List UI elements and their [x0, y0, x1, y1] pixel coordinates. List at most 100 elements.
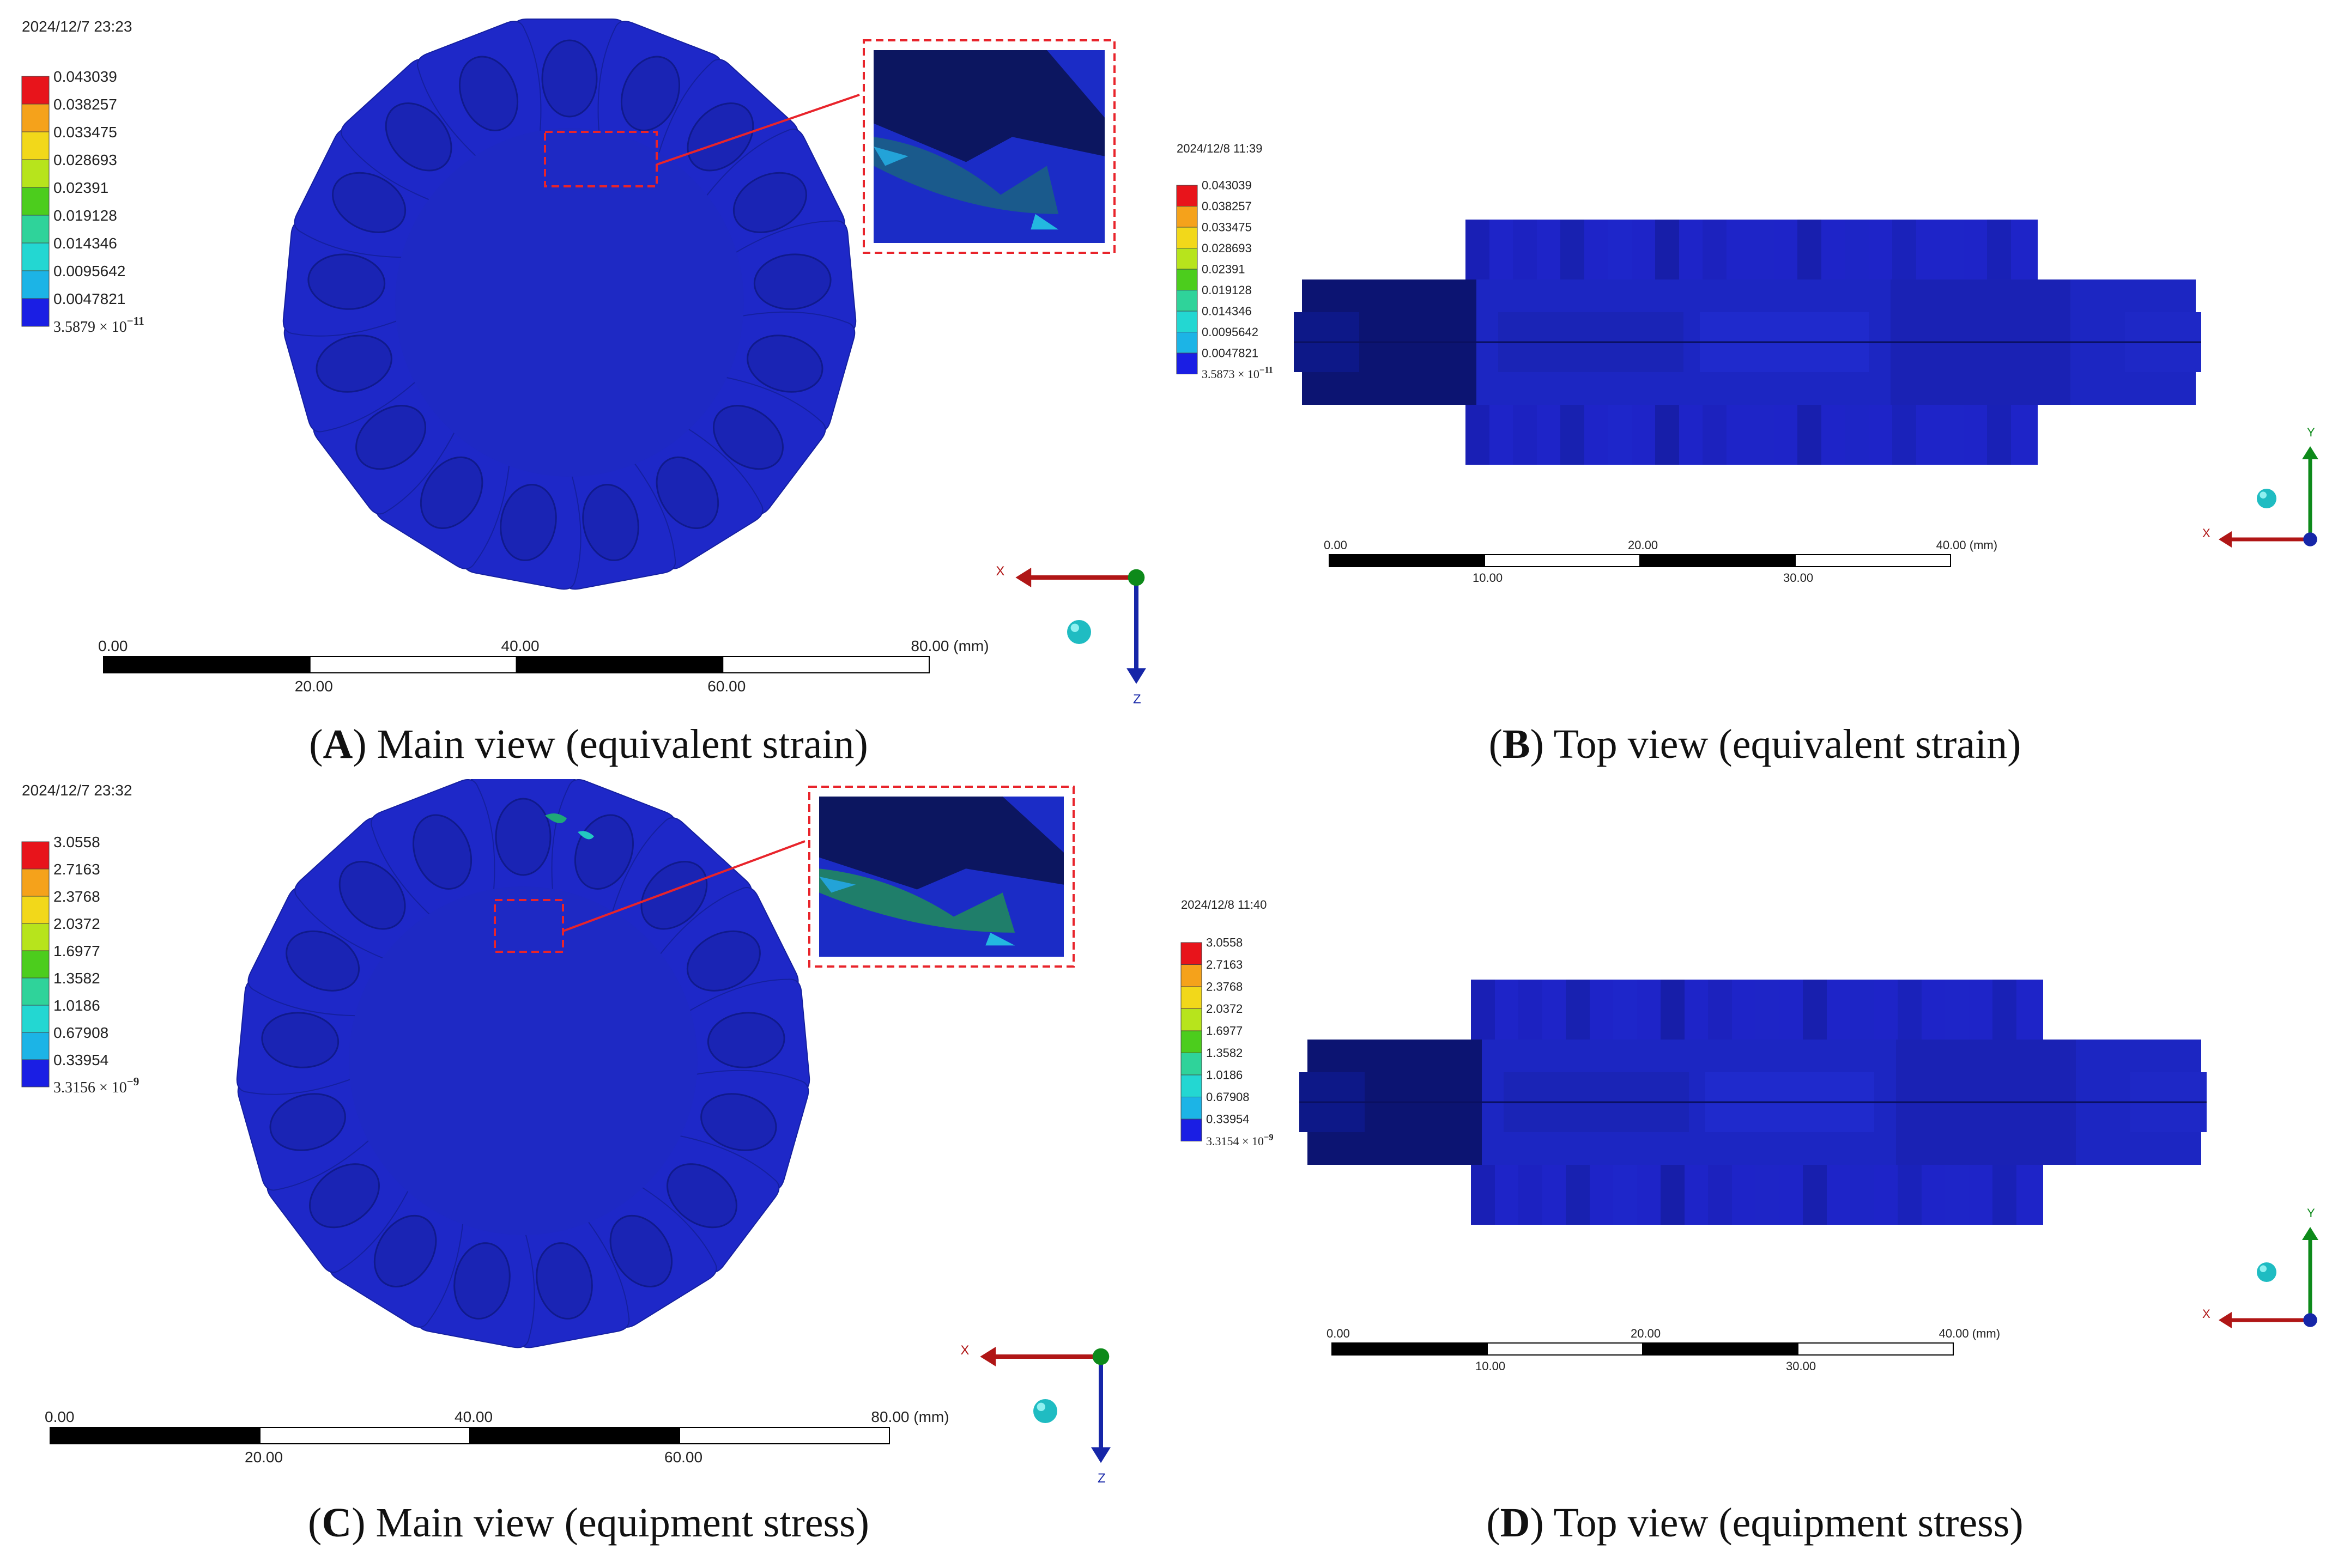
legend-min-exponent: −11 — [127, 314, 144, 327]
legend-swatch — [21, 131, 50, 160]
legend-swatch — [1176, 206, 1198, 228]
legend-label: 0.014346 — [1202, 305, 1252, 318]
segment-dimple — [458, 56, 519, 131]
panel-a: 2024/12/7 23:23 0.043039 0.038257 0.033475 0… — [0, 0, 1166, 725]
scale-segment — [1329, 554, 1485, 567]
scale-label-bottom: 30.00 — [1783, 571, 1813, 585]
scale-label-bottom: 20.00 — [245, 1449, 283, 1466]
panel-b-figure: 2024/12/8 11:39 0.043039 0.038257 0.033475 0… — [1176, 142, 2318, 585]
z-axis-label: Z — [1133, 692, 1141, 707]
x-axis-label: X — [960, 1343, 969, 1358]
legend-swatch — [1180, 942, 1202, 965]
legend-label: 1.3582 — [1206, 1046, 1243, 1060]
legend-label: 2.3768 — [53, 888, 100, 905]
scale-segment — [1795, 554, 1951, 567]
scale-label-bottom: 10.00 — [1473, 571, 1503, 585]
y-axis-label: Y — [2307, 426, 2315, 439]
ring-segment — [417, 21, 542, 166]
ring-segment — [558, 452, 676, 590]
legend-swatch — [21, 1005, 50, 1033]
legend-swatch — [1180, 1030, 1202, 1053]
legend-label: 1.6977 — [53, 943, 100, 959]
legend-swatch — [21, 270, 50, 299]
legend-label: 0.0095642 — [1202, 325, 1258, 339]
caption-b-text: Top view (equivalent strain) — [1553, 721, 2021, 767]
timestamp: 2024/12/8 11:39 — [1177, 142, 1262, 155]
inset-contact-band — [874, 137, 1059, 214]
legend-swatch — [1180, 986, 1202, 1009]
legend-swatch — [1176, 353, 1198, 374]
timestamp: 2024/12/8 11:40 — [1181, 898, 1267, 911]
segment-dimple — [713, 405, 784, 470]
segment-dimple — [269, 1093, 346, 1151]
segment-dimple — [420, 456, 483, 530]
legend-label: 0.0047821 — [1202, 347, 1258, 360]
panel-d: 2024/12/8 11:40 3.0558 2.7163 2.3768 2.0372 1… — [1166, 779, 2332, 1504]
legend-label: 1.6977 — [1206, 1024, 1243, 1038]
view-ball — [1033, 1399, 1057, 1423]
axis-arrowhead — [1015, 568, 1032, 587]
scale-segment — [259, 1427, 470, 1444]
model-ring — [282, 19, 857, 590]
segment-dimple — [355, 405, 426, 470]
ring-segment — [597, 21, 722, 166]
axis-arrowhead — [980, 1347, 996, 1366]
legend-label: 0.043039 — [1202, 179, 1252, 192]
view-ball-highlight — [1070, 623, 1080, 633]
scale-label-top: 80.00 (mm) — [871, 1408, 949, 1425]
legend-label: 2.0372 — [1206, 1002, 1243, 1016]
segment-dimple — [307, 253, 386, 310]
z-axis-label: Z — [1098, 1471, 1106, 1486]
legend-swatch — [1176, 332, 1198, 354]
legend-swatch — [21, 298, 50, 327]
scale-label-bottom: 20.00 — [295, 678, 333, 695]
legend-swatch — [21, 187, 50, 216]
view-ball-highlight — [2260, 1265, 2267, 1272]
legend-swatch — [1176, 185, 1198, 206]
ring-segment — [677, 979, 810, 1095]
segment-dimple — [385, 102, 452, 172]
ring-segment — [329, 1180, 465, 1328]
panel-b: 2024/12/8 11:39 0.043039 0.038257 0.033475 0… — [1166, 0, 2332, 725]
legend-label: 0.67908 — [53, 1024, 108, 1041]
scale-bar: 0.00 40.00 80.00 (mm) 20.00 60.00 — [98, 637, 989, 695]
scale-label-top: 40.00 — [501, 637, 540, 654]
legend-swatch — [1176, 311, 1198, 332]
inset-highlight — [819, 877, 856, 893]
legend-swatch — [1180, 964, 1202, 987]
scale-label-top: 0.00 — [45, 1408, 75, 1425]
scale-segment — [1487, 1342, 1643, 1356]
legend-label: 1.0186 — [53, 997, 100, 1014]
scale-label-top: 80.00 (mm) — [911, 637, 989, 654]
scale-segment — [722, 656, 930, 673]
legend-swatch — [21, 159, 50, 188]
scale-label-bottom: 60.00 — [664, 1449, 702, 1466]
axis-arrowhead — [1126, 668, 1146, 684]
legend-swatch — [21, 242, 50, 271]
segment-dimple — [261, 1012, 340, 1068]
legend-min-exponent: −11 — [1259, 364, 1273, 375]
legend-label: 3.0558 — [53, 834, 100, 850]
axis-triad: XZ — [996, 564, 1146, 707]
legend-label: 0.67908 — [1206, 1090, 1250, 1104]
segment-dimple — [316, 335, 392, 393]
caption-d-letter: D — [1500, 1500, 1530, 1546]
segment-dimple — [700, 1093, 777, 1151]
segment-dimple — [656, 456, 719, 530]
legend-label: 2.3768 — [1206, 980, 1243, 994]
legend-swatch — [21, 76, 50, 105]
hub-disc — [395, 128, 744, 477]
legend: 2024/12/8 11:40 3.0558 2.7163 2.3768 2.0372 1… — [1180, 898, 1274, 1148]
ring-segment — [677, 374, 826, 515]
inset-dark-face — [874, 50, 1105, 162]
ring-segment — [294, 129, 441, 258]
legend-label: 0.043039 — [53, 68, 117, 85]
legend-label: 0.33954 — [1206, 1113, 1250, 1126]
legend-swatch — [21, 1059, 50, 1087]
segment-dimple — [536, 1242, 593, 1320]
panel-c-figure: 2024/12/7 23:32 3.0558 2.7163 2.3768 2.0372 1… — [21, 779, 1111, 1486]
panel-d-figure: 2024/12/8 11:40 3.0558 2.7163 2.3768 2.0372 1… — [1180, 898, 2318, 1373]
scale-segment — [469, 1427, 680, 1444]
view-ball-highlight — [2260, 491, 2267, 499]
segment-dimple — [412, 814, 473, 890]
